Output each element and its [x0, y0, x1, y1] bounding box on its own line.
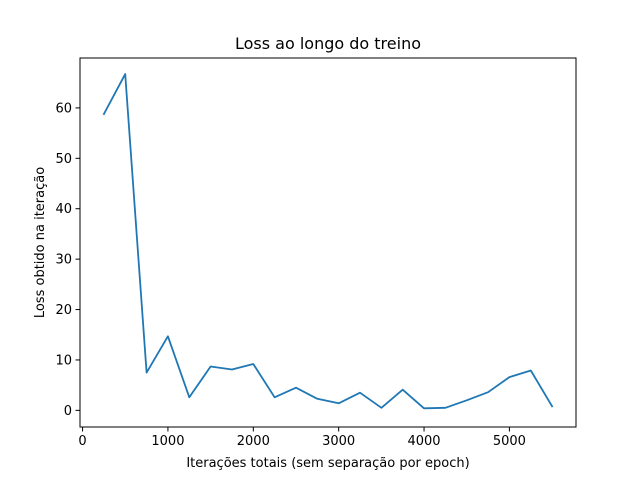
plot-area	[102, 73, 554, 410]
x-tick-label: 3000	[322, 434, 355, 449]
x-axis-label: Iterações totais (sem separação por epoc…	[186, 456, 469, 471]
x-tick-label: 1000	[151, 434, 184, 449]
x-tick-label: 0	[78, 434, 86, 449]
x-tick-label: 5000	[493, 434, 526, 449]
axes-frame	[79, 57, 577, 428]
y-tick-label: 20	[55, 303, 72, 318]
x-tick-label: 4000	[407, 434, 440, 449]
y-tick-label: 50	[55, 152, 72, 167]
y-axis-label: Loss obtido na iteração	[33, 167, 48, 318]
y-tick-label: 40	[55, 202, 72, 217]
y-tick-label: 30	[55, 253, 72, 268]
y-tick-label: 0	[64, 404, 72, 419]
y-tick-label: 60	[55, 101, 72, 116]
series-line	[102, 73, 554, 410]
y-tick-label: 10	[55, 353, 72, 368]
x-tick-label: 2000	[237, 434, 270, 449]
chart-title: Loss ao longo do treino	[235, 34, 421, 53]
